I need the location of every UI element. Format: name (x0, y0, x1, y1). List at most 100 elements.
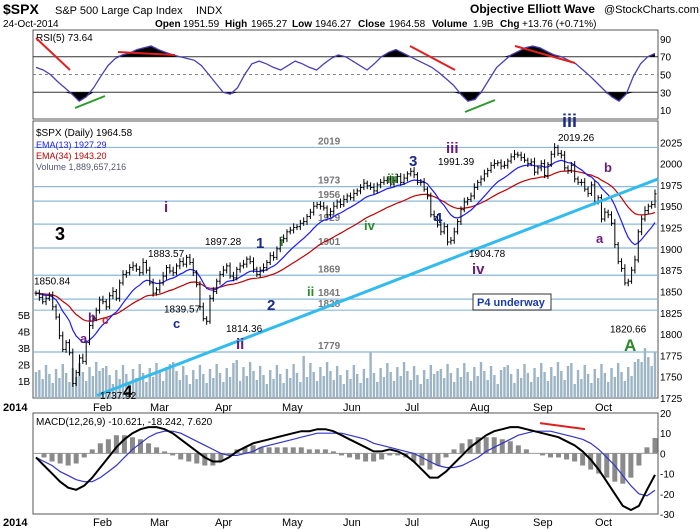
macd-tick-label: -20 (660, 490, 675, 501)
macd-histogram-bar (419, 453, 425, 466)
macd-histogram-bar (572, 453, 578, 462)
volume-bar (463, 363, 466, 398)
macd-histogram-bar (620, 453, 626, 484)
macd-histogram-bar (451, 449, 457, 454)
symbol: $SPX (3, 1, 39, 17)
ema13-line (35, 159, 656, 343)
volume-bar (81, 372, 85, 398)
volume-bar (580, 379, 583, 398)
macd-histogram-bar (89, 449, 95, 454)
month-label-bottom: Aug (470, 517, 490, 529)
rsi-bullish-divergence (74, 95, 106, 109)
price-tick-label: 1850 (660, 287, 683, 298)
macd-histogram-bar (652, 438, 658, 454)
month-label-bottom: Jul (405, 517, 419, 529)
month-label-bottom: May (282, 517, 303, 529)
volume-bar (255, 380, 259, 398)
volume-bar (466, 372, 469, 398)
macd-histogram-bar (596, 453, 602, 474)
month-label: Sep (533, 402, 553, 414)
month-label-bottom: Apr (215, 517, 232, 529)
macd-histogram-bar (162, 451, 168, 454)
volume-bar (586, 374, 590, 398)
rsi-layer: 10 30 50 70 90 RSI(5) 73.64 (33, 33, 672, 117)
volume-tick-label: 1B (18, 377, 31, 388)
volume-bar (74, 377, 78, 398)
open-label: Open (155, 19, 181, 30)
volume-bar (613, 377, 617, 398)
volume-bar (279, 374, 282, 398)
price-layer: 1725 1750 1775 1800 1825 1850 1875 1900 1925 1950… (18, 111, 683, 405)
wave-label: c (173, 316, 180, 331)
volume-bar (289, 378, 292, 398)
volume-bar (356, 374, 359, 398)
volume-bar (335, 366, 339, 398)
volume-bar (165, 367, 168, 398)
volume-bar (128, 383, 131, 398)
copyright: @StockCharts.com (604, 4, 699, 16)
macd-histogram-bar (628, 453, 634, 478)
wave-label: iv (472, 261, 485, 278)
volume-bar (111, 384, 115, 398)
volume-bar (499, 370, 503, 398)
macd-histogram-bar (443, 453, 449, 458)
price-tick-label: 1900 (660, 245, 683, 256)
price-tick-label: 1725 (660, 394, 683, 405)
macd-histogram-bar (523, 449, 529, 454)
price-tick-label: 1825 (660, 309, 683, 320)
volume-bar (643, 348, 647, 398)
volume-bar (446, 364, 449, 398)
volume-bar (560, 371, 563, 398)
index-name: S&P 500 Large Cap Index (55, 5, 183, 17)
swing-low-label: 1904.78 (469, 249, 506, 260)
ema34-legend: EMA(34) 1943.20 (36, 151, 107, 161)
macd-histogram-bar (330, 451, 336, 454)
date: 24-Oct-2014 (3, 19, 59, 30)
volume-bar (553, 376, 556, 398)
wave-label: b (88, 310, 96, 325)
month-label-bottom: Mar (150, 517, 169, 529)
volume-bar (185, 375, 188, 398)
volume-bar (64, 373, 68, 398)
month-label-bottom: Feb (93, 517, 112, 529)
macd-tick-label: -30 (660, 510, 675, 521)
volume-bar (530, 382, 533, 398)
volume-bar (419, 384, 422, 398)
volume-bar (68, 382, 71, 398)
volume-bar (473, 367, 476, 398)
wave-label: iv (364, 218, 376, 233)
volume-bar (54, 369, 58, 398)
price-tick-label: 1800 (660, 330, 683, 341)
volume-tick-label: 3B (18, 344, 31, 355)
macd-histogram-bar (105, 439, 111, 454)
macd-tick-label: 10 (660, 429, 672, 440)
price-tick-label: 1925 (660, 224, 683, 235)
volume-bar (299, 382, 302, 398)
macd-histogram-bar (580, 453, 586, 466)
volume-bar (44, 365, 48, 398)
month-label: May (282, 402, 303, 414)
volume-bar (309, 363, 312, 398)
volume-bar (513, 383, 516, 398)
volume-bar (48, 374, 51, 398)
volume-bar (315, 381, 319, 398)
volume-bar (596, 378, 600, 398)
macd-layer: -30 -20 -10 0 10 20 MACD(12,26,9) -10.621, -18… (33, 409, 675, 521)
macd-histogram-bar (73, 453, 79, 464)
volume-bar (245, 376, 248, 398)
volume-bar (519, 378, 523, 398)
macd-histogram-bar (363, 453, 369, 462)
fib-level-label: 1973 (318, 176, 341, 187)
volume-bar (389, 372, 392, 398)
volume-bar (516, 369, 520, 398)
month-label-bottom: Sep (533, 517, 553, 529)
volume-bar (145, 382, 148, 398)
price-tick-label: 2000 (660, 160, 683, 171)
wave-label: A (624, 336, 636, 355)
volume-bar (95, 362, 98, 398)
macd-histogram-bar (347, 453, 353, 458)
rsi-bearish-divergence (117, 51, 176, 56)
volume-bar (38, 370, 41, 398)
volume-bar (182, 366, 185, 398)
volume-bar (432, 374, 436, 398)
